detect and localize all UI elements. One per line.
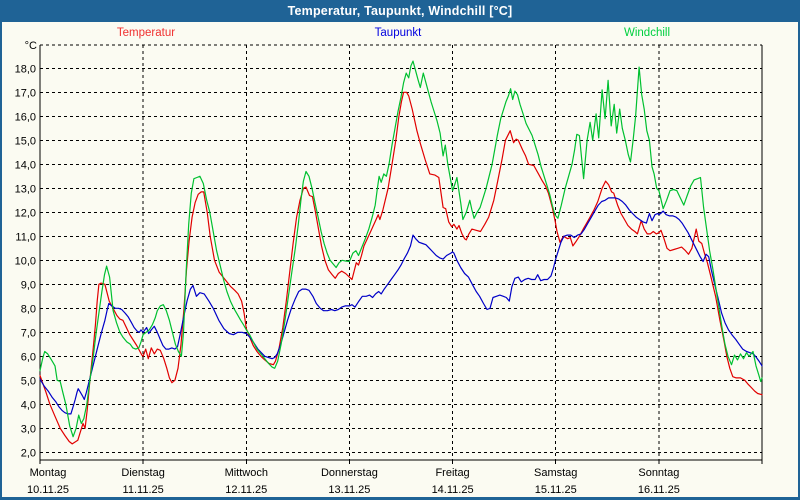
x-axis-day-label: Donnerstag <box>321 467 378 479</box>
y-axis-tick-label: 13,0 <box>15 183 36 195</box>
y-axis-tick-label: 11,0 <box>15 231 36 243</box>
y-axis-tick-label: 17,0 <box>15 87 36 99</box>
x-axis-day-label: Freitag <box>435 467 469 479</box>
y-axis-tick-label: 9,0 <box>21 279 36 291</box>
series-taupunkt <box>39 197 763 415</box>
series-temperatur <box>39 91 763 445</box>
y-axis-tick-label: 16,0 <box>15 111 36 123</box>
x-axis-day-label: Mittwoch <box>225 467 268 479</box>
x-axis-date-label: 15.11.25 <box>535 484 577 496</box>
x-axis-day-label: Samstag <box>534 467 577 479</box>
y-axis-unit-label: °C <box>25 40 37 52</box>
y-axis-tick-label: 6,0 <box>21 351 36 363</box>
y-axis-tick-label: 15,0 <box>15 135 36 147</box>
x-axis-date-label: 11.11.25 <box>123 484 164 496</box>
x-axis-date-label: 16.11.25 <box>638 484 680 496</box>
window-titlebar: Temperatur, Taupunkt, Windchill [°C] <box>2 0 798 22</box>
y-axis-tick-label: 4,0 <box>21 399 36 411</box>
y-axis-tick-label: 3,0 <box>21 423 36 435</box>
x-axis-date-label: 14.11.25 <box>432 484 474 496</box>
y-axis-tick-label: 10,0 <box>15 255 36 267</box>
y-axis-tick-label: 8,0 <box>21 303 36 315</box>
legend-temperatur: Temperatur <box>116 27 176 39</box>
legend-taupunkt: Taupunkt <box>374 27 422 39</box>
y-axis-tick-label: 12,0 <box>15 207 36 219</box>
y-axis-tick-label: 7,0 <box>21 327 36 339</box>
window-title: Temperatur, Taupunkt, Windchill [°C] <box>287 4 513 18</box>
y-axis-tick-label: 14,0 <box>15 159 36 171</box>
x-axis-date-label: 13.11.25 <box>328 484 370 496</box>
x-axis-day-label: Dienstag <box>121 467 164 479</box>
x-axis-day-label: Sonntag <box>638 467 679 479</box>
y-axis-tick-label: 5,0 <box>21 375 36 387</box>
x-axis-date-label: 10.11.25 <box>27 484 69 496</box>
series-windchill <box>39 60 763 438</box>
x-axis-day-label: Montag <box>30 467 67 479</box>
y-axis-tick-label: 2,0 <box>21 447 36 459</box>
legend-windchill: Windchill <box>623 27 671 39</box>
y-axis-tick-label: 18,0 <box>15 63 36 75</box>
x-axis-date-label: 12.11.25 <box>225 484 267 496</box>
